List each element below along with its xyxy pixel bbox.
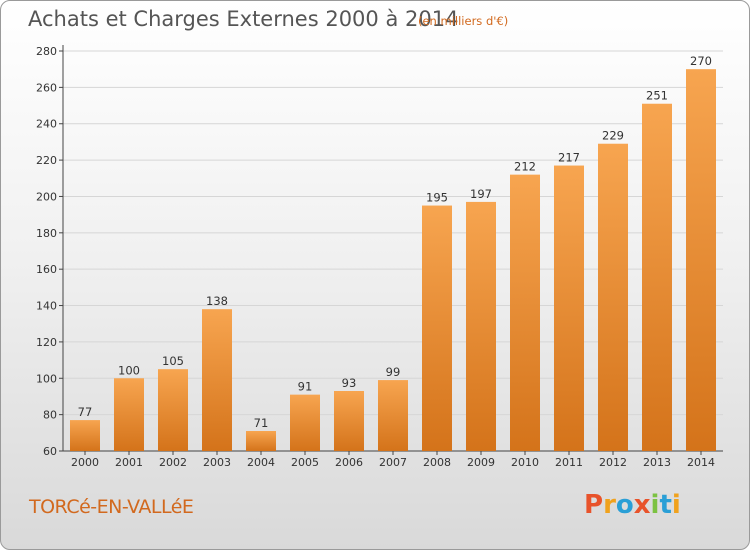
bar-2004	[246, 431, 276, 451]
bar-2006	[334, 391, 364, 451]
x-tick-label: 2012	[599, 456, 627, 469]
x-tick-label: 2009	[467, 456, 495, 469]
logo-letter: t	[659, 490, 672, 520]
y-tick-label: 280	[36, 45, 57, 58]
bar-2000	[70, 420, 100, 451]
bar-2012	[598, 143, 628, 451]
x-tick-label: 2008	[423, 456, 451, 469]
bars	[70, 69, 716, 452]
bar-2011	[554, 165, 584, 451]
data-label: 91	[298, 380, 313, 394]
data-label: 229	[602, 129, 624, 143]
logo-letter: r	[603, 490, 616, 520]
data-label: 195	[426, 191, 448, 205]
bar-2013	[642, 103, 672, 452]
bar-2003	[202, 309, 232, 451]
y-tick-label: 180	[36, 227, 57, 240]
data-label: 197	[470, 187, 492, 201]
logo-letter: i	[650, 490, 660, 520]
bar-2014	[686, 69, 716, 451]
commune-name: TORCé-EN-VALLéE	[29, 496, 194, 518]
logo-letter: i	[671, 490, 681, 520]
y-tick-label: 160	[36, 263, 57, 276]
bar-2010	[510, 174, 540, 452]
x-tick-label: 2000	[71, 456, 99, 469]
y-tick-label: 220	[36, 154, 57, 167]
logo-letter: x	[633, 490, 651, 520]
x-tick-label: 2001	[115, 456, 143, 469]
x-tick-label: 2003	[203, 456, 231, 469]
data-label: 251	[646, 89, 668, 103]
x-tick-label: 2002	[159, 456, 187, 469]
data-label: 99	[386, 365, 401, 379]
x-tick-label: 2011	[555, 456, 583, 469]
x-tick-label: 2004	[247, 456, 275, 469]
bar-2005	[290, 394, 320, 451]
chart-unit: (en milliers d'€)	[418, 14, 509, 28]
data-label: 100	[118, 363, 140, 377]
proxiti-logo[interactable]: Proxiti	[584, 490, 681, 520]
logo-letter: o	[615, 490, 634, 520]
data-label: 93	[342, 376, 357, 390]
y-tick-label: 200	[36, 190, 57, 203]
data-labels: 77 100 105 138 71 91 93 99 195 197 212 217 229 251 270	[78, 54, 712, 430]
data-label: 212	[514, 160, 536, 174]
x-tick-label: 2014	[687, 456, 715, 469]
chart-title: Achats et Charges Externes 2000 à 2014	[28, 7, 459, 31]
bar-2009	[466, 201, 496, 451]
data-label: 105	[162, 354, 184, 368]
x-tick-label: 2007	[379, 456, 407, 469]
y-tick-label: 100	[36, 372, 57, 385]
bar-2008	[422, 205, 452, 451]
bar-2007	[378, 380, 408, 451]
y-tick-label: 80	[43, 409, 57, 422]
y-tick-label: 140	[36, 300, 57, 313]
y-tick-label: 60	[43, 445, 57, 458]
y-tick-label: 240	[36, 118, 57, 131]
data-label: 138	[206, 294, 228, 308]
y-tick-label: 120	[36, 336, 57, 349]
data-label: 217	[558, 151, 580, 165]
data-label: 71	[254, 416, 269, 430]
data-label: 270	[690, 54, 712, 68]
x-tick-label: 2006	[335, 456, 363, 469]
data-label: 77	[78, 405, 93, 419]
x-tick-label: 2013	[643, 456, 671, 469]
logo-letter: P	[584, 490, 604, 520]
bar-2001	[114, 378, 144, 451]
y-tick-label: 260	[36, 81, 57, 94]
x-tick-label: 2010	[511, 456, 539, 469]
x-tick-label: 2005	[291, 456, 319, 469]
bar-2002	[158, 369, 188, 451]
